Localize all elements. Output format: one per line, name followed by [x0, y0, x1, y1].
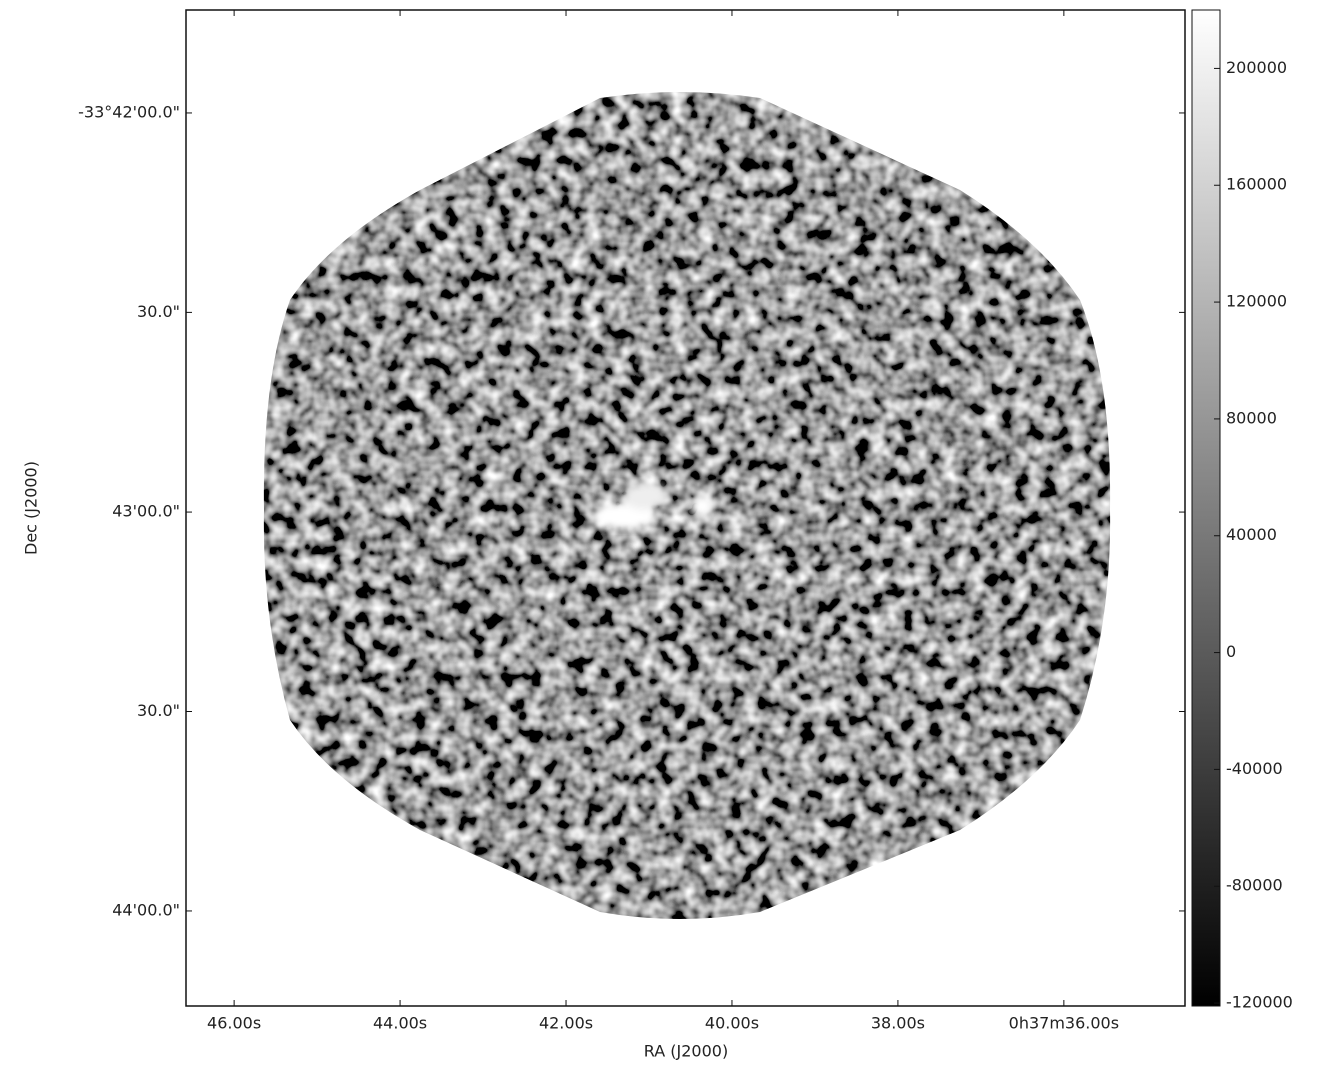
plot-frame — [185, 9, 1186, 1007]
x-tick-label: 38.00s — [871, 1014, 925, 1033]
colorbar-tick-label: 0 — [1226, 642, 1236, 661]
colorbar-tick-label: 200000 — [1226, 58, 1287, 77]
y-axis-label: Dec (J2000) — [22, 461, 41, 555]
colorbar-tick-label: 80000 — [1226, 408, 1277, 427]
image — [263, 92, 1111, 919]
x-axis-label: RA (J2000) — [644, 1042, 728, 1061]
colorbar-tick-label: -120000 — [1226, 993, 1293, 1012]
x-tick-label: 40.00s — [705, 1014, 759, 1033]
source — [593, 482, 714, 530]
y-tick-label: 30.0" — [137, 701, 180, 720]
colorbar — [1191, 9, 1221, 1007]
colorbar-tick-label: -40000 — [1226, 759, 1283, 778]
colorbar-tick-label: 160000 — [1226, 175, 1287, 194]
y-tick-label: 43'00.0" — [112, 502, 180, 521]
x-tick-label: 46.00s — [207, 1014, 261, 1033]
x-tick-label: 42.00s — [539, 1014, 593, 1033]
y-tick-label: 30.0" — [137, 302, 180, 321]
y-tick-label: 44'00.0" — [112, 900, 180, 919]
colorbar-tick-label: 40000 — [1226, 525, 1277, 544]
colorbar-tick-label: 120000 — [1226, 292, 1287, 311]
y-tick-label: -33°42'00.0" — [78, 102, 180, 121]
noise-field — [263, 92, 1111, 919]
x-tick-label: 0h37m36.00s — [1009, 1014, 1119, 1033]
colorbar-tick-label: -80000 — [1226, 876, 1283, 895]
x-tick-label: 44.00s — [373, 1014, 427, 1033]
